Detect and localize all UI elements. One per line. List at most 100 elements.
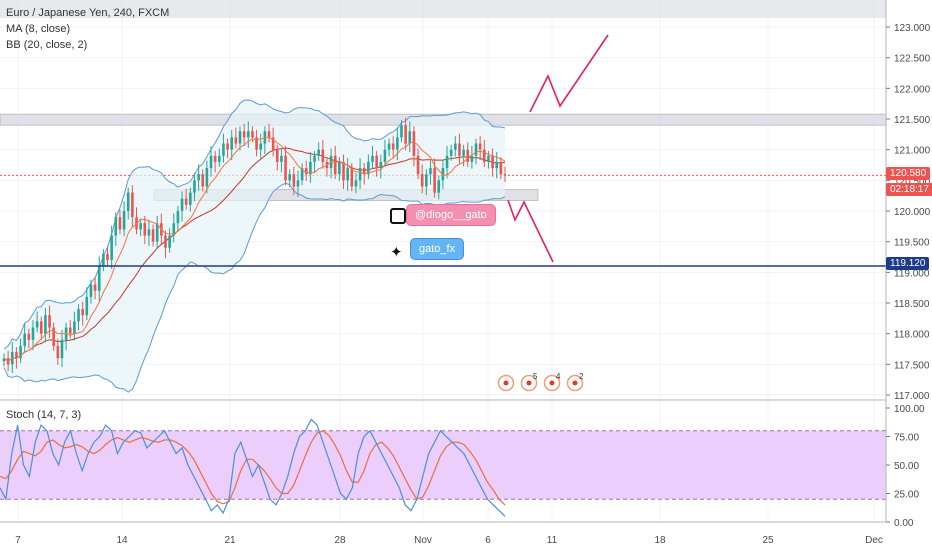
candle-body: [445, 155, 449, 169]
event-dot: [503, 380, 509, 386]
candle-body: [234, 137, 238, 144]
candle-body: [60, 339, 64, 359]
candle-body: [420, 174, 424, 187]
symbol-title: Euro / Japanese Yen, 240, FXCM: [6, 7, 170, 19]
candle-body: [77, 309, 80, 322]
event-dot: [572, 380, 578, 386]
top-zone: [0, 0, 886, 18]
candle-body: [2, 358, 6, 362]
candle-body: [300, 168, 304, 181]
candle-body: [375, 155, 378, 169]
candle-body: [416, 155, 420, 175]
candle-body: [275, 149, 279, 162]
stoch-tick-label: 50.00: [894, 461, 919, 472]
bb-lower: [3, 182, 506, 393]
candle-body: [205, 168, 209, 187]
countdown-badge: 02:18:17: [886, 183, 932, 196]
candle-body: [222, 143, 225, 156]
time-tick-label: 25: [762, 535, 774, 546]
bollinger-bands: [3, 99, 506, 393]
candle-body: [218, 155, 221, 162]
candle-body: [143, 223, 147, 236]
candle-body: [139, 223, 142, 230]
price-tick-label: 117.000: [894, 391, 930, 402]
candle-body: [304, 168, 308, 175]
price-tick-label: 122.000: [894, 84, 931, 95]
candle-body: [189, 192, 192, 205]
candle-body: [383, 149, 387, 162]
last-price-badge: 120.580: [886, 167, 931, 180]
price-tick-label: 118.500: [894, 299, 930, 310]
candle-body: [126, 192, 130, 211]
candle-body: [367, 161, 370, 175]
candle-body: [499, 161, 503, 175]
candle-body: [164, 235, 167, 248]
candle-body: [246, 131, 250, 138]
projection-lines: [507, 34, 609, 263]
candle-body: [412, 131, 416, 156]
stoch-tick-label: 100.00: [894, 404, 925, 415]
event-markers[interactable]: 5 4 2: [497, 372, 585, 392]
stoch-legend[interactable]: Stoch (14, 7, 3): [6, 409, 82, 421]
candle-body: [338, 161, 341, 175]
candle-body: [309, 161, 312, 175]
event-count: 5: [533, 372, 538, 381]
time-tick-label: Nov: [414, 535, 432, 546]
instagram-icon: [390, 208, 406, 224]
candle-body: [495, 161, 499, 169]
candle-body: [425, 174, 428, 187]
stoch-tick-label: 0.00: [894, 518, 914, 529]
candle-body: [135, 217, 138, 230]
candle-body: [503, 174, 507, 176]
candle-body: [151, 229, 155, 242]
candle-body: [321, 149, 325, 162]
price-tick-label: 119.500: [894, 238, 930, 249]
twitter-handle[interactable]: gato_fx: [410, 238, 465, 260]
candle-body: [131, 192, 134, 218]
candle-body: [296, 180, 300, 187]
candle-body: [122, 211, 126, 230]
candle-body: [313, 155, 316, 162]
ma-legend[interactable]: MA (8, close): [6, 23, 71, 35]
candle-body: [155, 223, 159, 242]
candle-body: [429, 168, 432, 175]
candle-body: [238, 131, 242, 144]
candle-body: [437, 180, 441, 193]
candle-body: [280, 155, 283, 162]
price-tick-label: 122.500: [894, 54, 931, 65]
candlesticks: [2, 117, 507, 373]
candle-body: [271, 137, 275, 150]
candle-body: [168, 235, 171, 248]
candle-body: [354, 180, 358, 187]
candle-body: [23, 333, 27, 346]
time-axis[interactable]: 7 14 21 28 Nov 6 11 18 25 Dec: [0, 521, 886, 546]
price-tick-label: 118.000: [894, 330, 930, 341]
candle-body: [350, 168, 354, 187]
bb-legend[interactable]: BB (20, close, 2): [6, 39, 88, 51]
projection-down: [507, 199, 554, 263]
price-tick-label: 117.500: [894, 360, 930, 371]
candle-body: [263, 131, 267, 144]
candle-body: [454, 143, 457, 150]
candle-body: [404, 125, 407, 144]
moving-average-line: [3, 136, 506, 362]
candle-body: [487, 155, 490, 162]
candle-body: [85, 296, 89, 316]
candle-body: [106, 253, 109, 261]
candle-body: [358, 168, 362, 181]
stoch-k-line: [0, 418, 506, 517]
candle-body: [193, 180, 196, 193]
price-axis[interactable]: 123.000 122.500 122.000 121.500 121.000 120.5…: [885, 0, 932, 550]
candle-body: [19, 345, 22, 359]
candle-body: [317, 149, 320, 156]
time-tick-label: 11: [547, 535, 558, 546]
stoch-tick-label: 25.00: [894, 490, 919, 501]
time-tick-label: 6: [485, 535, 491, 546]
instagram-handle[interactable]: @diogo__gato: [406, 204, 496, 226]
candle-body: [482, 149, 486, 162]
candle-body: [466, 149, 470, 162]
event-dot: [526, 380, 532, 386]
candle-body: [201, 174, 205, 187]
time-tick-label: 28: [334, 535, 346, 546]
